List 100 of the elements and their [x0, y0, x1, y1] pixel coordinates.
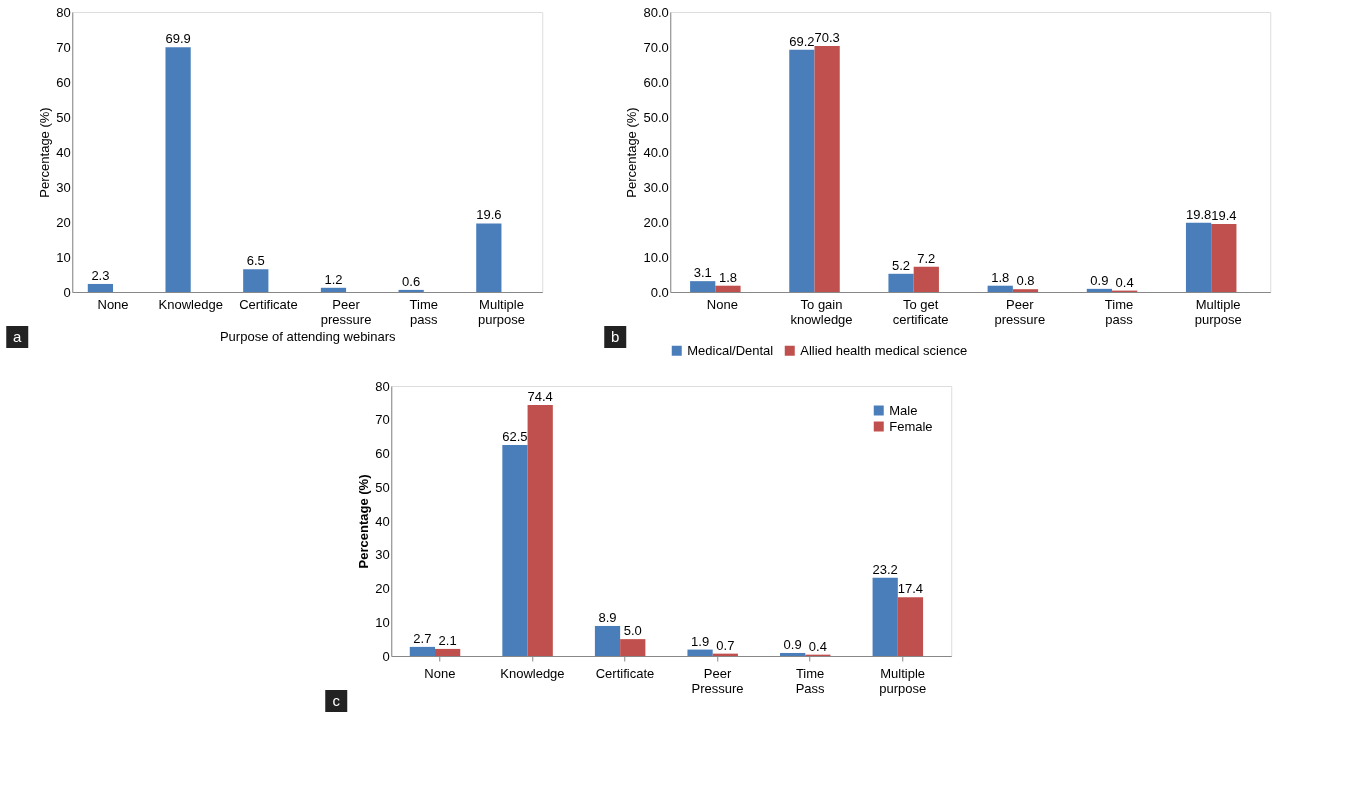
y-tick-label: 50.0	[643, 109, 669, 125]
y-tick-label: 20	[56, 214, 71, 230]
bar	[888, 273, 914, 292]
y-tick-label: 10	[375, 614, 390, 630]
data-label: 3.1	[693, 265, 712, 281]
x-tick-label: Multiple purpose	[1194, 296, 1242, 327]
bar	[398, 289, 424, 292]
bar	[687, 649, 713, 656]
x-tick-label: Certificate	[595, 665, 655, 681]
data-label: 19.6	[476, 207, 502, 223]
data-label: 0.9	[1090, 272, 1109, 288]
bar	[715, 285, 741, 292]
y-tick-label: 60.0	[643, 74, 669, 90]
y-tick-label: 30.0	[643, 179, 669, 195]
legend-label: Allied health medical science	[800, 342, 968, 358]
x-tick-label: Time Pass	[795, 665, 826, 696]
x-tick-label: Certificate	[239, 296, 298, 312]
y-tick-label: 0	[382, 648, 390, 664]
bar	[872, 577, 898, 656]
data-label: 74.4	[527, 388, 553, 404]
data-label: 19.8	[1185, 206, 1212, 222]
x-tick-label: None	[97, 296, 129, 312]
data-label: 19.4	[1211, 208, 1237, 224]
text: c	[332, 692, 341, 709]
data-label: 0.8	[1016, 273, 1035, 289]
bar	[814, 45, 840, 292]
y-axis-title: Percentage (%)	[624, 107, 640, 198]
data-label: 1.2	[324, 271, 343, 287]
x-tick-label: To gain knowledge	[790, 296, 853, 327]
x-tick-label: To get certificate	[892, 296, 949, 327]
bar	[690, 281, 716, 292]
y-tick-label: 40	[56, 144, 71, 160]
x-tick-label: Peer Pressure	[691, 665, 744, 696]
bar	[502, 445, 528, 656]
y-tick-label: 30	[56, 179, 71, 195]
y-tick-label: 0.0	[650, 284, 669, 300]
bar	[1185, 222, 1212, 292]
x-tick-label: Knowledge	[158, 296, 223, 312]
y-tick-label: 70	[56, 39, 71, 55]
data-label: 0.6	[402, 273, 421, 289]
y-tick-label: 0	[63, 284, 71, 300]
y-tick-label: 50	[56, 109, 71, 125]
x-tick-label: Knowledge	[500, 665, 565, 681]
bar	[594, 625, 621, 656]
x-tick-label: None	[424, 665, 456, 681]
y-axis-title: Percentage (%)	[37, 107, 53, 198]
text: a	[13, 328, 23, 345]
data-label: 6.5	[246, 253, 265, 269]
data-label: 0.4	[808, 638, 827, 654]
x-tick-label: None	[706, 296, 738, 312]
x-tick-label: Peer pressure	[994, 296, 1046, 327]
data-label: 0.4	[1115, 274, 1134, 290]
bar	[780, 652, 806, 656]
bar	[87, 283, 114, 292]
y-tick-label: 80	[56, 4, 71, 20]
data-label: 1.8	[718, 269, 737, 285]
bar	[1086, 288, 1113, 292]
bar	[435, 648, 461, 656]
data-label: 69.9	[165, 31, 191, 47]
data-label: 62.5	[502, 429, 528, 445]
bar	[1012, 289, 1039, 292]
y-tick-label: 30	[375, 547, 390, 563]
legend-label: Male	[889, 402, 918, 418]
y-tick-label: 70	[375, 412, 390, 428]
bar	[913, 266, 939, 292]
bar	[1211, 224, 1237, 292]
y-tick-label: 10	[56, 249, 71, 265]
data-label: 7.2	[917, 250, 936, 266]
bar	[789, 49, 815, 292]
x-axis-title: Purpose of attending webinars	[219, 328, 397, 344]
y-tick-label: 10.0	[643, 249, 669, 265]
data-label: 0.7	[716, 637, 735, 653]
bar	[620, 639, 646, 656]
data-label: 1.8	[991, 269, 1010, 285]
text: b	[611, 328, 620, 345]
data-label: 0.9	[783, 636, 802, 652]
y-tick-label: 40.0	[643, 144, 669, 160]
y-tick-label: 80	[375, 378, 390, 394]
data-label: 2.3	[91, 267, 110, 283]
bar	[409, 646, 436, 656]
bar	[243, 269, 269, 292]
data-label: 17.4	[897, 581, 924, 597]
data-label: 1.9	[691, 633, 710, 649]
y-tick-label: 60	[375, 446, 390, 461]
y-tick-label: 50	[375, 479, 390, 495]
x-tick-label: Time pass	[409, 296, 438, 327]
data-label: 23.2	[872, 561, 898, 577]
x-tick-label: Peer pressure	[320, 296, 372, 327]
bar	[527, 404, 553, 656]
bar	[320, 287, 347, 292]
data-label: 8.9	[598, 609, 617, 625]
data-label: 5.2	[892, 257, 911, 273]
y-tick-label: 20.0	[643, 214, 669, 230]
y-axis-title: Percentage (%)	[356, 474, 372, 569]
y-tick-label: 40	[375, 513, 390, 529]
bar	[476, 223, 502, 292]
x-tick-label: Multiple purpose	[477, 296, 525, 327]
y-tick-label: 20	[375, 581, 390, 596]
data-label: 70.3	[814, 29, 840, 45]
y-tick-label: 80.0	[643, 4, 669, 20]
